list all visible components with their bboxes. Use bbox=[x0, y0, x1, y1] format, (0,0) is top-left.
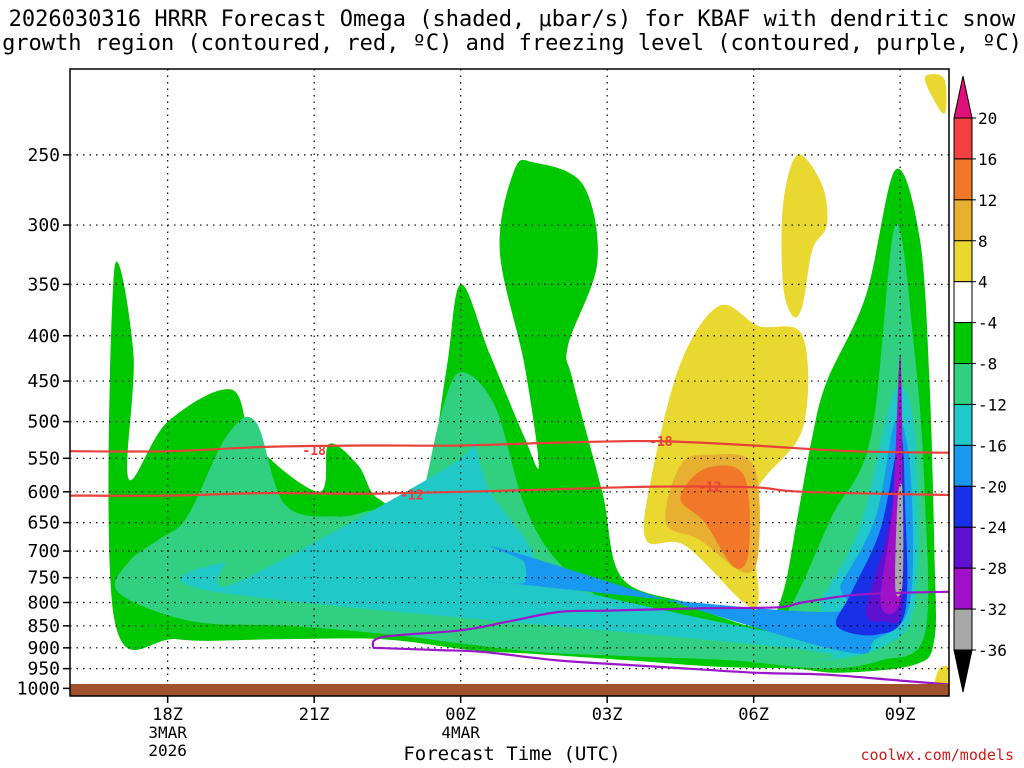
colorbar-label-4: 4 bbox=[978, 273, 988, 292]
colorbar-top-arrow bbox=[953, 75, 973, 119]
omega-region-4-13 bbox=[924, 74, 947, 115]
plot-frame bbox=[69, 68, 950, 697]
y-tick-label-700: 700 bbox=[27, 541, 60, 562]
colorbar-segment-3 bbox=[953, 240, 973, 283]
colorbar-label-5: -4 bbox=[978, 314, 997, 333]
colorbar-label-7: -12 bbox=[978, 395, 1007, 414]
y-tick-label-400: 400 bbox=[27, 326, 60, 347]
x-tick-label-06Z: 06Z bbox=[738, 705, 769, 725]
y-tick-label-1000: 1000 bbox=[17, 678, 60, 699]
x-tick-label-00Z: 00Z bbox=[445, 705, 476, 725]
colorbar-label-2: 12 bbox=[978, 191, 997, 210]
chart-title-line-2: growth region (contoured, red, ºC) and f… bbox=[2, 31, 1022, 56]
x-tick-sublabel-4MAR: 4MAR bbox=[441, 723, 480, 742]
y-tick-label-800: 800 bbox=[27, 593, 60, 614]
omega-region-neg12-2 bbox=[180, 385, 919, 661]
x-tick-sublabel-2026: 2026 bbox=[148, 741, 187, 760]
y-tick-label-500: 500 bbox=[27, 412, 60, 433]
chart-title-line-1: 2026030316 HRRR Forecast Omega (shaded, … bbox=[8, 7, 1016, 32]
y-tick-label-750: 750 bbox=[27, 568, 60, 589]
colorbar-label-6: -8 bbox=[978, 355, 997, 374]
colorbar-label-10: -24 bbox=[978, 518, 1007, 537]
contour--18-0 bbox=[70, 439, 949, 454]
x-tick-label-21Z: 21Z bbox=[299, 705, 330, 725]
colorbar-segment-5 bbox=[953, 322, 973, 365]
y-tick-label-250: 250 bbox=[27, 145, 60, 166]
colorbar-segment-12 bbox=[953, 608, 973, 651]
x-tick-label-18Z: 18Z bbox=[152, 705, 183, 725]
y-tick-label-900: 900 bbox=[27, 638, 60, 659]
colorbar-bottom-arrow bbox=[953, 649, 973, 693]
contour-label--12-1: -12 bbox=[698, 481, 721, 496]
colorbar-segment-0 bbox=[953, 117, 973, 160]
y-tick-label-350: 350 bbox=[27, 274, 60, 295]
colorbar-label-1: 16 bbox=[978, 150, 997, 169]
y-tick-label-950: 950 bbox=[27, 659, 60, 680]
contour-label--18-0: -18 bbox=[302, 444, 326, 459]
colorbar-label-11: -28 bbox=[978, 559, 1007, 578]
site-credit: coolwx.com/models bbox=[860, 746, 1014, 764]
colorbar-segment-2 bbox=[953, 199, 973, 242]
colorbar-label-13: -36 bbox=[978, 641, 1007, 660]
colorbar-segment-7 bbox=[953, 403, 973, 446]
colorbar-segment-10 bbox=[953, 526, 973, 569]
x-tick-sublabel-3MAR: 3MAR bbox=[148, 723, 187, 742]
colorbar-label-8: -16 bbox=[978, 436, 1007, 455]
y-tick-label-600: 600 bbox=[27, 482, 60, 503]
x-tick-label-03Z: 03Z bbox=[592, 705, 623, 725]
colorbar-label-12: -32 bbox=[978, 600, 1007, 619]
ground-surface bbox=[70, 684, 949, 696]
y-tick-label-450: 450 bbox=[27, 371, 60, 392]
colorbar-segment-4 bbox=[953, 281, 973, 324]
omega-region-12-11 bbox=[680, 465, 750, 569]
contour-freezing-3 bbox=[372, 646, 949, 686]
colorbar-segment-9 bbox=[953, 485, 973, 528]
colorbar-label-0: 20 bbox=[978, 109, 997, 128]
contour-label--12-0: -12 bbox=[400, 488, 423, 503]
colorbar-label-9: -20 bbox=[978, 477, 1007, 496]
omega-region-neg32-7 bbox=[895, 483, 904, 597]
x-tick-label-09Z: 09Z bbox=[885, 705, 916, 725]
contour-freezing-2 bbox=[371, 590, 949, 649]
y-tick-label-650: 650 bbox=[27, 513, 60, 534]
colorbar-label-3: 8 bbox=[978, 232, 988, 251]
x-axis-label: Forecast Time (UTC) bbox=[403, 743, 621, 765]
contour-label--18-1: -18 bbox=[649, 435, 673, 450]
colorbar-segment-8 bbox=[953, 444, 973, 487]
y-tick-label-300: 300 bbox=[27, 215, 60, 236]
y-tick-label-550: 550 bbox=[27, 448, 60, 469]
omega-region-4-9 bbox=[781, 154, 828, 318]
contour--12-1 bbox=[70, 485, 949, 497]
y-tick-label-850: 850 bbox=[27, 616, 60, 637]
colorbar-segment-6 bbox=[953, 363, 973, 405]
colorbar-segment-11 bbox=[953, 567, 973, 610]
colorbar-segment-1 bbox=[953, 158, 973, 201]
